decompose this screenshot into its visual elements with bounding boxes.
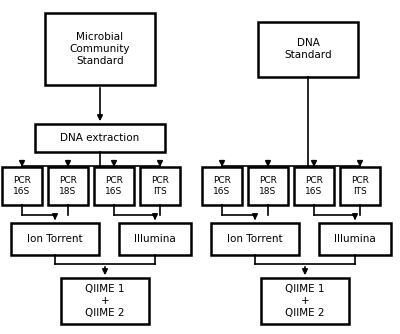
Bar	[35, 124, 165, 152]
Bar	[319, 223, 391, 255]
Text: Ion Torrent: Ion Torrent	[227, 234, 283, 244]
Text: Illumina: Illumina	[334, 234, 376, 244]
Bar	[119, 223, 191, 255]
Bar	[294, 167, 334, 205]
Bar	[45, 13, 155, 85]
Text: DNA
Standard: DNA Standard	[284, 38, 332, 60]
Text: DNA extraction: DNA extraction	[60, 133, 140, 143]
Text: PCR
16S: PCR 16S	[105, 176, 123, 196]
Text: PCR
18S: PCR 18S	[59, 176, 77, 196]
Bar	[94, 167, 134, 205]
Text: QIIME 1
+
QIIME 2: QIIME 1 + QIIME 2	[85, 284, 125, 318]
Bar	[202, 167, 242, 205]
Text: Ion Torrent: Ion Torrent	[27, 234, 83, 244]
Text: PCR
16S: PCR 16S	[213, 176, 231, 196]
Bar	[261, 278, 349, 324]
Bar	[61, 278, 149, 324]
Text: PCR
18S: PCR 18S	[259, 176, 277, 196]
Text: PCR
ITS: PCR ITS	[351, 176, 369, 196]
Text: Microbial
Community
Standard: Microbial Community Standard	[70, 32, 130, 65]
Bar	[258, 21, 358, 76]
Bar	[48, 167, 88, 205]
Bar	[248, 167, 288, 205]
Text: PCR
ITS: PCR ITS	[151, 176, 169, 196]
Bar	[140, 167, 180, 205]
Text: PCR
16S: PCR 16S	[305, 176, 323, 196]
Bar	[211, 223, 299, 255]
Text: Illumina: Illumina	[134, 234, 176, 244]
Bar	[11, 223, 99, 255]
Text: PCR
16S: PCR 16S	[13, 176, 31, 196]
Bar	[340, 167, 380, 205]
Bar	[2, 167, 42, 205]
Text: QIIME 1
+
QIIME 2: QIIME 1 + QIIME 2	[285, 284, 325, 318]
